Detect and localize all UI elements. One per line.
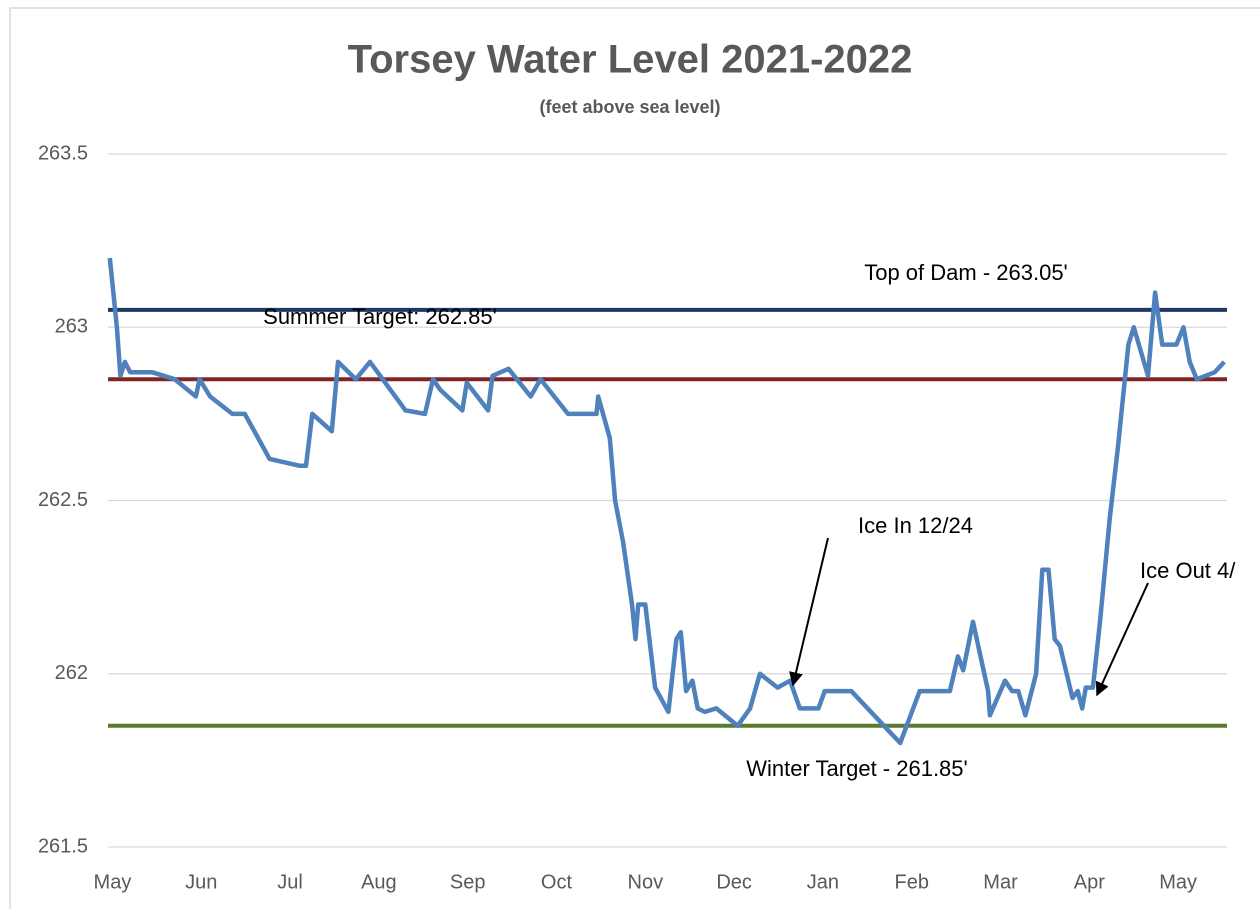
x-tick-label: Oct [541,871,573,893]
y-tick-label: 262 [55,662,88,684]
y-tick-label: 263 [55,316,88,338]
annotation-label: Ice Out 4/ [1140,558,1236,583]
x-tick-label: Mar [983,871,1018,893]
chart-subtitle: (feet above sea level) [539,97,720,117]
x-tick-label: Nov [628,871,664,893]
reference-label: Winter Target - 261.85' [746,756,967,781]
reference-label: Summer Target: 262.85' [263,304,497,329]
x-tick-label: Dec [716,871,752,893]
x-tick-label: Aug [361,871,397,893]
x-tick-label: Apr [1074,871,1105,893]
annotation-arrow [1095,582,1149,697]
y-tick-label: 262.5 [38,489,88,511]
x-tick-label: Jan [807,871,839,893]
y-tick-label: 263.5 [38,142,88,164]
x-tick-label: Feb [894,871,928,893]
reference-label: Top of Dam - 263.05' [864,260,1068,285]
annotation-arrow [789,537,829,687]
annotation-label: Ice In 12/24 [858,513,973,538]
y-tick-label: 261.5 [38,835,88,857]
x-tick-label: May [1159,871,1197,893]
x-tick-label: Jul [277,871,303,893]
x-tick-label: Sep [450,871,486,893]
x-tick-label: May [94,871,132,893]
data-line [107,257,1226,746]
chart-frame [9,7,1260,909]
x-tick-label: Jun [185,871,217,893]
chart-title: Torsey Water Level 2021-2022 [348,38,913,82]
